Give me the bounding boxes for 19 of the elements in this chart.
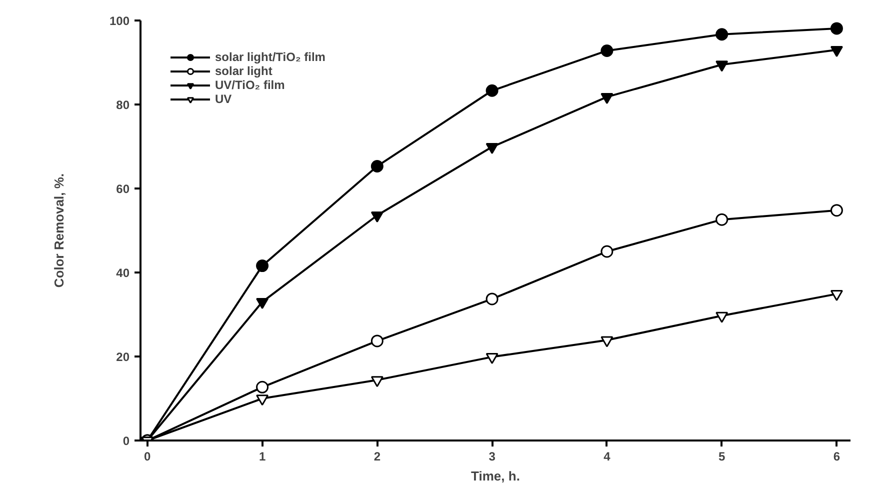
y-tick-label: 80: [116, 98, 130, 112]
legend-label: UV: [215, 92, 233, 106]
y-tick-label: 60: [116, 182, 130, 196]
y-tick-label: 20: [116, 350, 130, 364]
y-tick-label: 0: [122, 434, 130, 448]
y-axis-title: Color Removal, %.: [51, 173, 66, 288]
x-tick-label: 2: [374, 450, 381, 464]
y-tick-label: 40: [116, 266, 130, 280]
legend-label: solar light: [215, 64, 272, 78]
y-tick-label: 100: [109, 14, 130, 28]
x-tick-label: 3: [488, 450, 496, 464]
x-tick-label: 6: [833, 450, 840, 464]
x-tick-label: 5: [718, 450, 726, 464]
x-tick-label: 4: [604, 450, 611, 464]
legend-label: solar light/TiO₂ film: [215, 50, 326, 64]
x-tick-label: 0: [144, 450, 152, 464]
x-axis-title: Time, h.: [471, 468, 520, 484]
x-tick-label: 1: [258, 450, 266, 464]
legend-label: UV/TiO₂ film: [215, 78, 285, 92]
